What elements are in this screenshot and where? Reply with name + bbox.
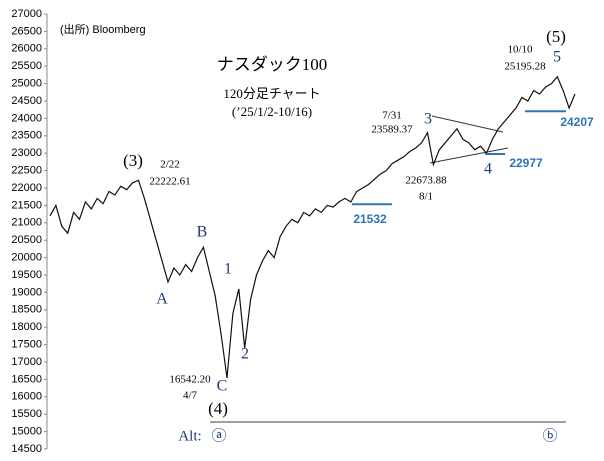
- y-tick-label: 17500: [11, 339, 42, 351]
- support-label: 21532: [353, 212, 387, 226]
- y-tick-label: 26000: [11, 43, 42, 55]
- y-tick-label: 19500: [11, 269, 42, 281]
- y-tick-label: 22500: [11, 165, 42, 177]
- y-tick-label: 21500: [11, 199, 42, 211]
- annotation: C: [217, 378, 228, 395]
- price-line: [49, 75, 576, 378]
- y-tick-label: 27000: [11, 8, 42, 20]
- annotation: A: [156, 291, 168, 308]
- y-tick-label: 15500: [11, 408, 42, 420]
- annotation: 8/1: [419, 191, 433, 203]
- annotation: ⓑ: [542, 427, 557, 444]
- annotation: 16542.20: [169, 374, 211, 386]
- y-tick-label: 20500: [11, 234, 42, 246]
- y-tick-label: 25500: [11, 60, 42, 72]
- y-tick-label: 23500: [11, 130, 42, 142]
- trend-line: [431, 115, 504, 133]
- annotation: 22673.88: [405, 175, 447, 187]
- annotation: 25195.28: [504, 61, 546, 73]
- annotation: 10/10: [507, 44, 533, 56]
- annotation: 2/22: [160, 159, 180, 171]
- support-label: 22977: [509, 156, 543, 170]
- annotation: 3: [424, 111, 432, 128]
- annotation: (3): [123, 151, 143, 170]
- y-tick-label: 23000: [11, 147, 42, 159]
- y-tick-label: 17000: [11, 356, 42, 368]
- y-tick-label: 18500: [11, 304, 42, 316]
- y-tick-label: 19000: [11, 286, 42, 298]
- annotation: (4): [208, 399, 228, 418]
- chart-title: ナスダック100: [217, 55, 328, 74]
- y-tick-label: 22000: [11, 182, 42, 194]
- trend-line: [429, 147, 509, 164]
- y-tick-label: 24000: [11, 112, 42, 124]
- y-tick-label: 21000: [11, 217, 42, 229]
- y-tick-label: 15000: [11, 426, 42, 438]
- y-tick-label: 16000: [11, 391, 42, 403]
- period: (’25/1/2-10/16): [232, 104, 312, 119]
- y-tick-label: 24500: [11, 95, 42, 107]
- annotation: B: [197, 224, 208, 241]
- y-tick-label: 14500: [11, 443, 42, 455]
- annotation: 23589.37: [371, 124, 413, 136]
- y-tick-label: 26500: [11, 25, 42, 37]
- annotation: 7/31: [382, 110, 402, 122]
- subtitle: 120分足チャート: [223, 86, 320, 101]
- annotation: 2: [241, 346, 249, 363]
- source: (出所) Bloomberg: [60, 22, 146, 36]
- annotation: 1: [224, 261, 232, 278]
- annotation: 22222.61: [149, 176, 190, 188]
- y-tick-label: 18000: [11, 321, 42, 333]
- annotation: 4/7: [183, 390, 198, 402]
- annotation: (5): [546, 27, 566, 46]
- y-tick-label: 25000: [11, 78, 42, 90]
- y-tick-label: 16500: [11, 373, 42, 385]
- annotation: ⓐ: [211, 427, 226, 444]
- support-label: 24207: [560, 115, 594, 129]
- annotation: Alt:: [178, 428, 201, 444]
- annotation: 4: [484, 161, 492, 178]
- y-tick-label: 20000: [11, 252, 42, 264]
- annotation: 5: [553, 49, 561, 66]
